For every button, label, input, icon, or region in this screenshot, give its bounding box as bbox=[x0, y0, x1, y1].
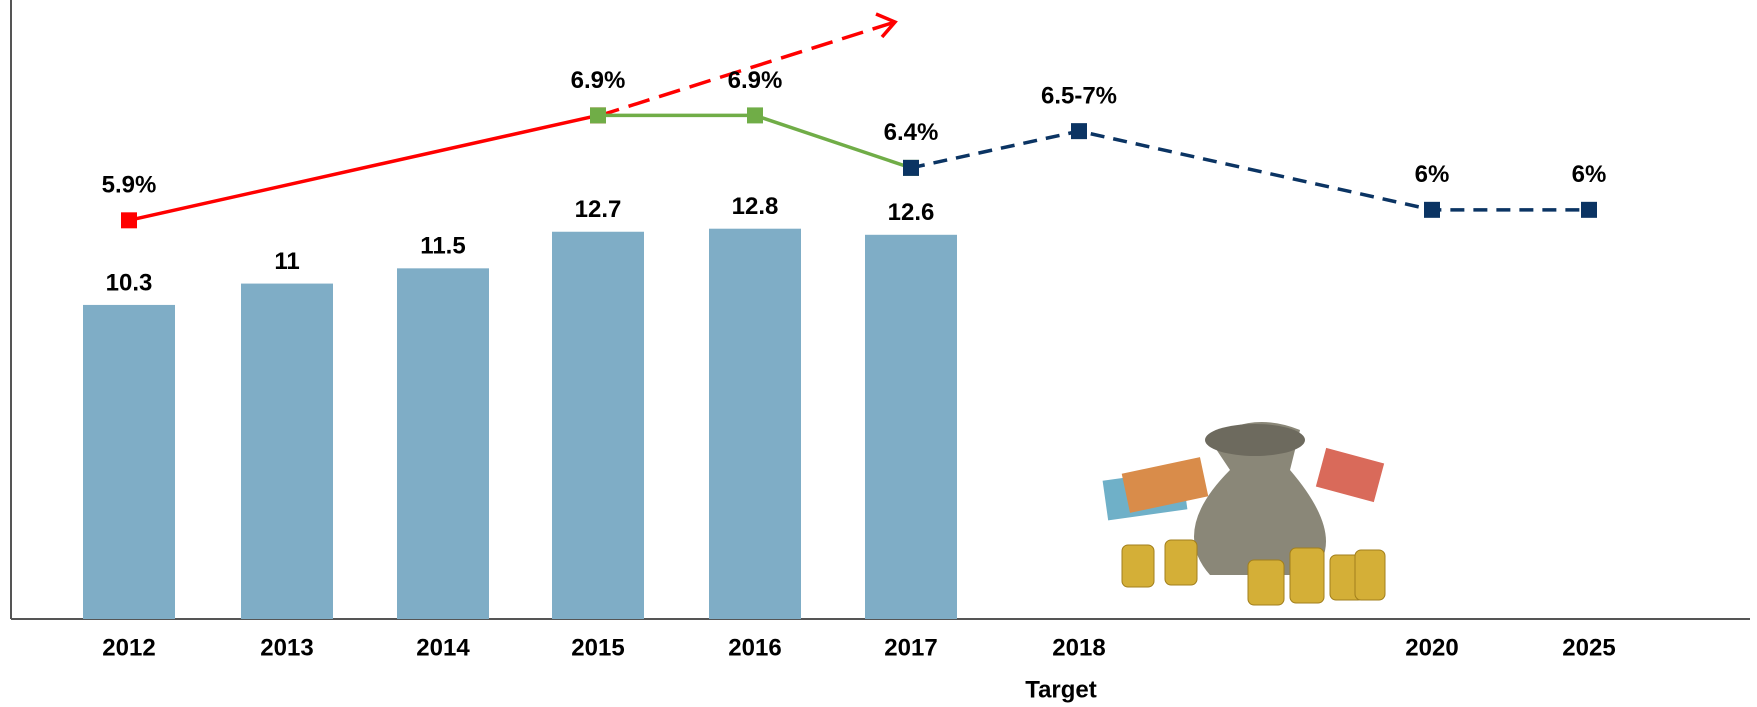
line-value-label: 5.9% bbox=[102, 172, 157, 199]
line-marker bbox=[590, 107, 606, 124]
line-value-label: 6.9% bbox=[728, 67, 783, 94]
bar-value-label: 12.7 bbox=[575, 196, 622, 223]
line-value-label: 6.4% bbox=[884, 119, 939, 146]
x-tick-label: 2014 bbox=[416, 634, 470, 661]
x-tick-label: 2020 bbox=[1405, 634, 1458, 661]
line-marker bbox=[903, 159, 919, 176]
x-annotation: Target bbox=[1025, 676, 1097, 703]
x-tick-label: 2013 bbox=[260, 634, 313, 661]
x-tick-label: 2015 bbox=[571, 634, 624, 661]
line-marker bbox=[121, 212, 137, 229]
line-marker bbox=[1071, 123, 1087, 140]
x-tick-label: 2012 bbox=[102, 634, 155, 661]
bar-value-label: 11 bbox=[274, 248, 299, 275]
bar bbox=[397, 268, 489, 619]
bar bbox=[865, 234, 957, 620]
line-marker bbox=[747, 107, 763, 124]
money-illustration bbox=[1102, 422, 1386, 606]
trend-arrow bbox=[597, 12, 898, 118]
bar-value-label: 10.3 bbox=[106, 269, 153, 296]
x-tick-label: 2018 bbox=[1052, 634, 1105, 661]
bar-value-label: 11.5 bbox=[420, 233, 465, 260]
line-marker bbox=[1581, 201, 1597, 218]
bar bbox=[241, 283, 333, 619]
line bbox=[910, 129, 1589, 212]
line-value-label: 6% bbox=[1415, 161, 1450, 188]
line-value-label: 6.9% bbox=[571, 67, 626, 94]
line bbox=[128, 113, 599, 223]
line-value-label: 6% bbox=[1572, 161, 1607, 188]
line-value-label: 6.5-7% bbox=[1041, 82, 1117, 109]
x-tick-label: 2016 bbox=[728, 634, 781, 661]
bar bbox=[552, 231, 644, 619]
line-marker bbox=[1424, 201, 1440, 218]
bar-value-label: 12.6 bbox=[888, 199, 935, 226]
bar bbox=[709, 228, 801, 619]
bar-value-label: 12.8 bbox=[732, 193, 779, 220]
x-tick-label: 2017 bbox=[884, 634, 937, 661]
bar bbox=[83, 304, 175, 619]
x-tick-label: 2025 bbox=[1562, 634, 1615, 661]
